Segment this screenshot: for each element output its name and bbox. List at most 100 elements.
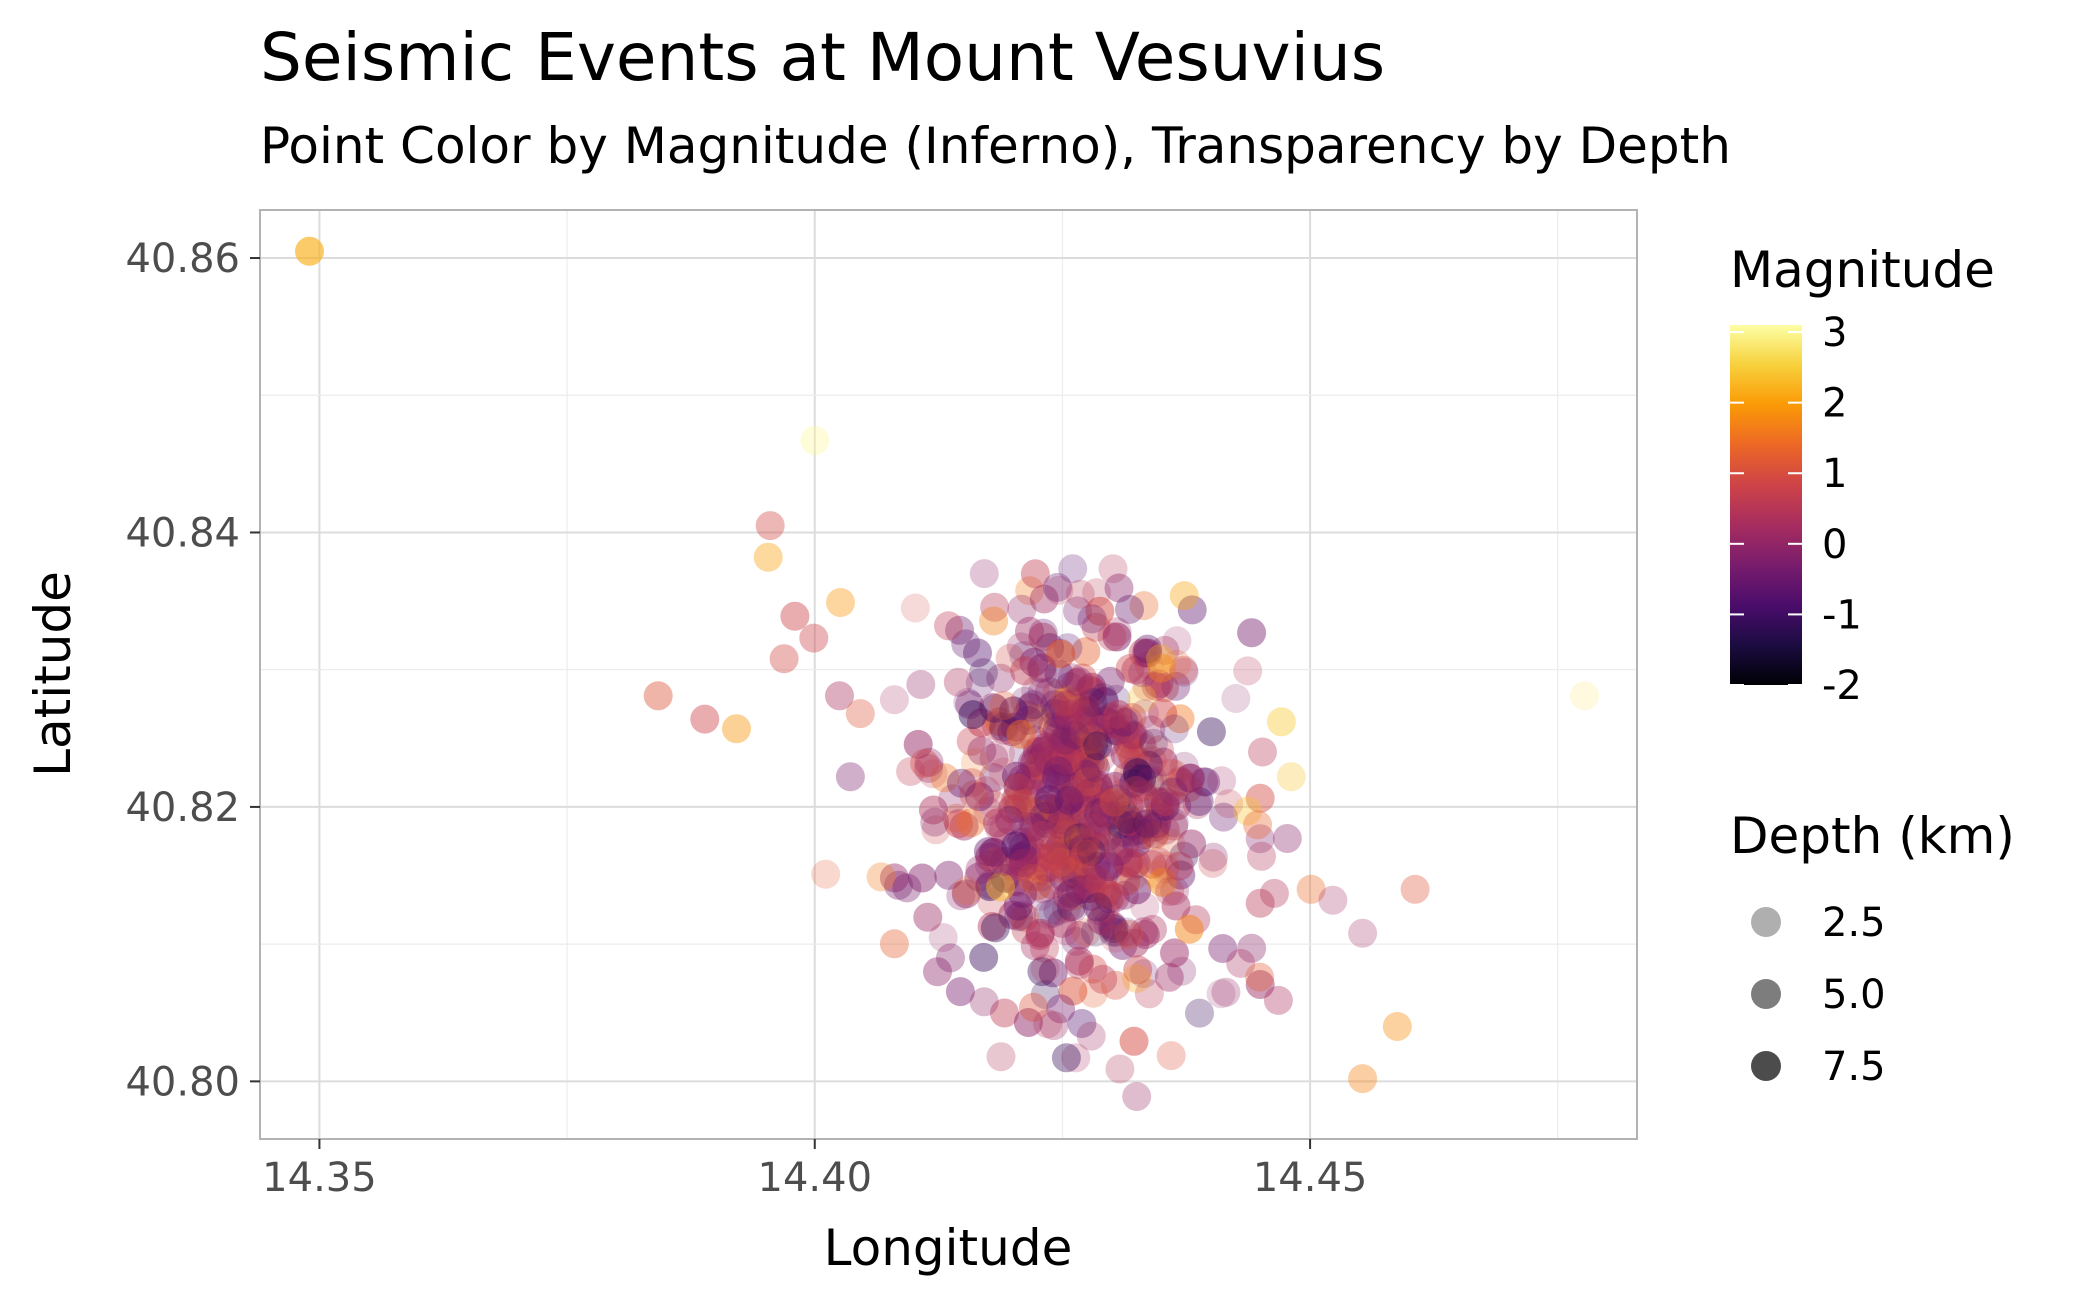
data-point <box>1145 735 1174 765</box>
data-point <box>1237 618 1267 648</box>
data-point <box>769 644 799 674</box>
data-point <box>1150 673 1179 703</box>
data-point <box>892 873 922 903</box>
data-point <box>1108 778 1138 808</box>
data-point <box>1138 914 1167 944</box>
data-point <box>1028 622 1058 652</box>
data-point <box>1076 737 1105 767</box>
data-point <box>1070 871 1100 901</box>
data-point <box>1034 677 1064 707</box>
data-point <box>1029 584 1059 614</box>
x-tick-label: 14.40 <box>758 1155 873 1201</box>
data-point <box>1143 846 1173 876</box>
data-point <box>1165 704 1195 734</box>
data-point <box>1050 728 1080 757</box>
data-point <box>986 1042 1016 1072</box>
data-point <box>938 784 968 814</box>
data-point <box>1145 798 1175 828</box>
data-point <box>1087 712 1117 742</box>
data-point <box>1176 763 1206 793</box>
data-point <box>951 879 981 909</box>
data-point <box>1030 954 1060 984</box>
data-point <box>1061 668 1091 698</box>
data-point <box>1137 746 1167 775</box>
data-point <box>1140 812 1170 842</box>
data-point <box>1118 817 1148 847</box>
data-point <box>1068 663 1097 693</box>
data-point <box>1400 874 1430 904</box>
data-point <box>975 870 1005 899</box>
alpha-legend-key <box>1751 907 1781 937</box>
data-point <box>969 658 998 688</box>
data-point <box>946 768 976 798</box>
data-point <box>1009 641 1039 671</box>
data-point <box>1156 1041 1186 1071</box>
data-point <box>1064 724 1093 754</box>
data-point <box>1045 764 1075 794</box>
data-point <box>1100 923 1130 953</box>
data-point <box>1079 720 1109 750</box>
data-point <box>1044 659 1074 689</box>
data-point <box>1182 790 1212 820</box>
y-tick-label: 40.86 <box>125 236 240 282</box>
data-point <box>934 611 963 641</box>
data-point <box>942 803 972 833</box>
data-point <box>1103 823 1133 853</box>
data-point <box>1078 864 1108 894</box>
data-point <box>1051 753 1080 783</box>
data-point <box>1041 833 1070 863</box>
data-point <box>1053 633 1083 663</box>
data-point <box>989 691 1019 720</box>
data-point <box>1008 851 1038 881</box>
data-point <box>1122 1082 1152 1111</box>
data-point <box>988 815 1018 845</box>
data-point <box>956 726 986 756</box>
data-point <box>1058 976 1088 1006</box>
data-point <box>1177 595 1207 625</box>
data-point <box>1006 632 1036 662</box>
data-point <box>1038 835 1068 865</box>
data-point <box>1121 849 1151 878</box>
data-point <box>988 757 1018 787</box>
data-point <box>1198 842 1228 872</box>
data-point <box>1151 851 1181 881</box>
data-point <box>755 511 785 541</box>
data-point <box>1003 891 1033 921</box>
data-point <box>1142 809 1172 839</box>
data-point <box>1076 1021 1106 1051</box>
data-point <box>1003 781 1033 811</box>
data-point <box>1039 1011 1069 1041</box>
data-point <box>1129 917 1159 947</box>
data-point <box>1091 876 1121 906</box>
data-point <box>1245 962 1275 992</box>
data-point <box>971 776 1001 806</box>
data-point <box>1091 797 1121 827</box>
data-point <box>1570 681 1599 711</box>
data-point <box>753 542 783 572</box>
data-point <box>879 863 909 893</box>
data-point <box>1081 821 1111 851</box>
data-point <box>1126 814 1156 844</box>
data-point <box>1064 946 1094 976</box>
data-point <box>1108 931 1138 960</box>
data-point <box>1245 783 1275 813</box>
data-point <box>1154 962 1184 992</box>
data-point <box>1276 762 1306 792</box>
data-point <box>1109 880 1139 910</box>
data-point <box>949 811 979 841</box>
data-point <box>1130 782 1160 812</box>
data-point <box>1065 783 1095 813</box>
data-point <box>1098 709 1128 739</box>
data-point <box>1076 780 1106 810</box>
data-point <box>879 685 909 715</box>
data-point <box>1027 652 1057 682</box>
data-point <box>1121 775 1151 805</box>
data-point <box>986 663 1016 693</box>
data-point <box>1045 805 1075 834</box>
data-point <box>1104 837 1134 866</box>
data-point <box>1160 938 1189 968</box>
data-point <box>991 827 1020 857</box>
data-point <box>1055 856 1085 886</box>
data-point <box>1272 824 1302 853</box>
